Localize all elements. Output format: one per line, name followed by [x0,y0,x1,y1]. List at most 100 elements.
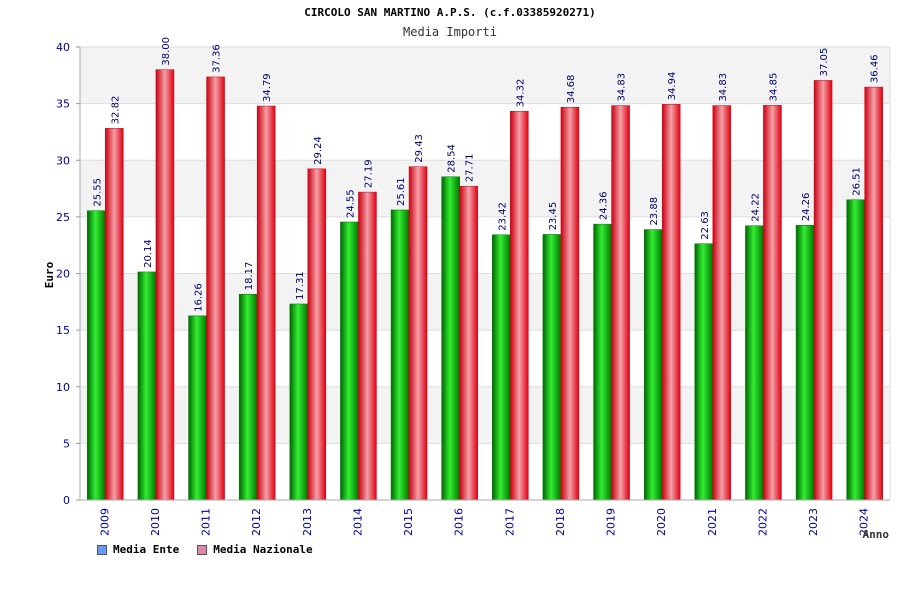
x-axis: 2009 2010 2011 2012 2013 2014 2015 2016 2017 2018… [80,499,890,536]
bar-media-nazionale [864,86,883,501]
chart-title: CIRCOLO SAN MARTINO A.P.S. (c.f.03385920… [304,6,596,19]
bar-media-nazionale [408,166,428,501]
bar-media-ente [593,223,612,501]
bar-media-ente [795,225,815,501]
x-tick-label: 2019 [605,508,618,536]
bar-value-label: 34.83 [718,73,729,102]
bar-media-nazionale [712,105,732,501]
x-tick-label: 2012 [250,508,263,536]
bar-value-label: 34.32 [515,79,526,108]
bar-media-nazionale [763,105,782,501]
y-tick-label: 15 [56,324,70,337]
bar-media-ente [846,199,865,501]
y-axis: 0 5 10 15 20 25 30 35 40 [56,41,891,507]
bar-value-label: 38.00 [161,37,172,66]
y-tick-label: 40 [56,41,70,54]
bar-value-label: 20.14 [143,239,154,268]
bar-media-ente [87,210,106,501]
bar-media-ente [137,271,157,501]
bar-value-label: 23.45 [548,202,559,231]
y-tick-label: 5 [63,437,70,450]
x-tick-label: 2020 [655,508,668,536]
legend-swatch-media-ente [97,544,107,555]
bar-media-ente [492,234,511,501]
bar-value-label: 16.26 [194,283,205,312]
bar-media-nazionale [560,106,580,501]
bar-value-label: 32.82 [110,96,121,125]
bar-media-ente [238,293,258,501]
bar-media-nazionale [256,105,276,501]
y-tick-label: 30 [56,154,70,167]
bar-value-label: 26.51 [852,167,863,196]
bar-value-label: 25.61 [396,177,407,206]
legend-entry-media-nazionale: Media Nazionale [197,543,313,556]
bar-value-label: 37.36 [212,44,223,73]
x-tick-label: 2021 [706,508,719,536]
x-tick-label: 2024 [858,508,871,536]
bar-media-nazionale [105,128,124,501]
x-tick-label: 2015 [402,508,415,536]
x-tick-label: 2022 [756,508,769,536]
bar-media-nazionale [661,104,681,501]
bar-value-label: 23.88 [649,197,660,226]
bar-value-label: 29.24 [313,136,324,165]
y-tick-label: 35 [56,98,70,111]
bar-value-label: 34.94 [667,72,678,101]
y-tick-label: 25 [56,211,70,224]
x-tick-label: 2017 [503,508,516,536]
bar-media-nazionale [206,76,225,501]
chart-subtitle: Media Importi [403,25,497,39]
legend: Media Ente Media Nazionale [97,543,313,556]
bar-media-nazionale [813,80,833,501]
bar-media-nazionale [459,185,478,501]
bar-media-nazionale [358,191,377,501]
bar-value-label: 28.54 [447,144,458,173]
y-tick-label: 0 [63,494,70,507]
bar-value-label: 27.19 [363,159,374,188]
legend-label-media-nazionale: Media Nazionale [213,543,313,556]
bar-value-label: 37.05 [819,48,830,77]
bar-media-ente [441,176,460,501]
y-axis-label: Euro [43,261,56,288]
bar-value-label: 34.68 [566,75,577,104]
bar-value-label: 22.63 [700,211,711,240]
bar-value-label: 29.43 [414,134,425,163]
value-labels: 25.55 32.82 20.14 38.00 16.26 37.36 18.17 34.79… [92,37,880,312]
bar-media-ente [542,234,562,501]
bar-media-ente [745,225,764,501]
bar-media-ente [643,229,663,501]
legend-entry-media-ente: Media Ente [97,543,179,556]
bar-value-label: 17.31 [295,271,306,300]
bar-value-label: 24.55 [345,189,356,218]
bar-value-label: 34.83 [617,73,628,102]
bar-value-label: 27.71 [465,154,476,183]
x-tick-label: 2023 [807,508,820,536]
bar-media-nazionale [155,69,175,501]
legend-swatch-media-nazionale [197,544,208,555]
bar-media-nazionale [307,168,327,501]
bar-media-nazionale [510,111,529,501]
x-axis-label: Anno [863,528,890,541]
bar-value-label: 18.17 [244,262,255,291]
bar-media-ente [694,243,714,501]
bar-value-label: 24.26 [801,193,812,222]
bar-value-label: 24.36 [599,191,610,220]
x-tick-label: 2016 [453,508,466,536]
bar-value-label: 34.85 [768,73,779,102]
bar-media-ente [289,303,309,501]
bar-value-label: 25.55 [92,178,103,207]
bar-media-nazionale [611,105,630,501]
bars [87,69,883,501]
x-tick-label: 2011 [200,508,213,536]
bar-value-label: 36.46 [870,54,881,83]
bar-media-ente [340,221,359,501]
x-tick-label: 2018 [554,508,567,536]
bar-value-label: 23.42 [497,202,508,231]
bar-value-label: 34.79 [262,73,273,102]
y-tick-label: 10 [56,381,70,394]
bar-media-ente [188,315,207,501]
y-tick-label: 20 [56,268,70,281]
x-tick-label: 2010 [149,508,162,536]
bar-media-ente [390,209,410,501]
